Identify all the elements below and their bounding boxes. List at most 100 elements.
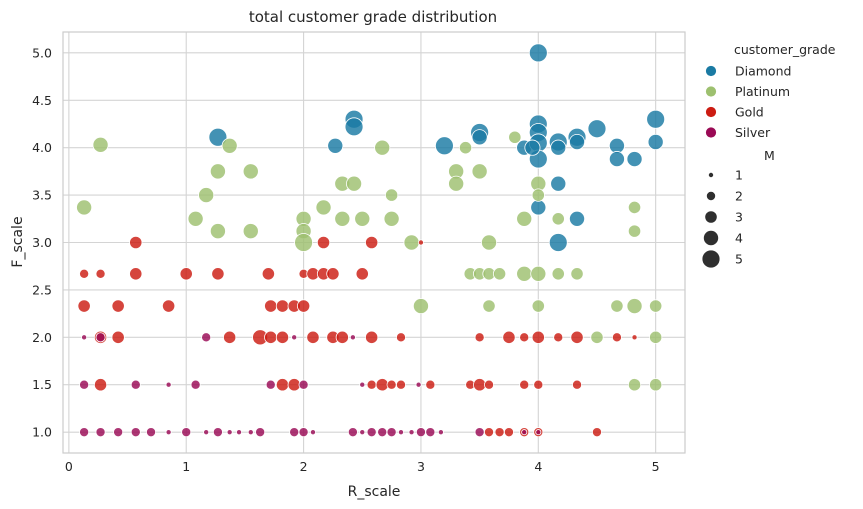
data-point-diamond — [327, 137, 344, 154]
data-point-silver — [203, 429, 210, 436]
legend-size-marker — [706, 190, 717, 201]
data-point-silver — [236, 429, 243, 436]
data-point-gold — [395, 379, 406, 390]
data-point-gold — [264, 299, 278, 313]
legend-label-gold: Gold — [735, 105, 764, 120]
data-point-gold — [129, 267, 143, 281]
data-point-silver — [415, 381, 422, 388]
data-point-gold — [484, 379, 495, 390]
chart-title: total customer grade distribution — [249, 8, 497, 26]
data-point-platinum — [516, 210, 533, 227]
data-point-silver — [247, 429, 254, 436]
data-point-diamond — [569, 133, 586, 150]
data-point-gold — [287, 378, 301, 392]
data-point-platinum — [471, 163, 488, 180]
legend-marker-silver — [705, 126, 717, 139]
plot-area — [62, 31, 686, 454]
legend-marker-platinum — [705, 85, 717, 98]
data-point-gold — [316, 235, 331, 250]
data-point-gold — [275, 378, 290, 392]
data-point-diamond — [435, 136, 454, 156]
legend-size-label: 4 — [735, 231, 743, 246]
data-point-silver — [113, 427, 124, 438]
legend-hue-title: customer_grade — [734, 42, 836, 57]
data-point-silver — [165, 429, 172, 436]
data-point-gold — [386, 379, 397, 390]
legend-marker-gold — [705, 106, 717, 118]
data-point-platinum — [551, 267, 565, 281]
data-point-gold — [179, 267, 193, 281]
data-point-gold — [503, 427, 514, 438]
data-point-silver — [130, 427, 141, 438]
legend: customer_grade Diamond Platinum Gold Silver… — [701, 42, 836, 269]
y-tick-label: 2.0 — [32, 330, 52, 345]
data-point-gold — [519, 332, 530, 343]
data-point-gold — [162, 299, 176, 313]
data-point-platinum — [530, 265, 547, 282]
data-point-silver — [521, 429, 528, 436]
x-axis-title: R_scale — [348, 484, 401, 500]
data-point-silver — [190, 379, 201, 390]
data-point-silver — [79, 379, 90, 390]
data-point-silver — [309, 429, 316, 436]
data-point-diamond — [550, 175, 567, 192]
y-tick-label: 4.5 — [32, 93, 52, 108]
data-point-diamond — [647, 133, 664, 150]
data-point-diamond — [626, 151, 643, 168]
legend-size-label: 5 — [735, 252, 743, 267]
data-point-gold — [366, 379, 377, 390]
data-point-silver — [377, 427, 388, 438]
data-point-gold — [306, 330, 320, 344]
data-point-platinum — [221, 137, 238, 154]
data-point-diamond — [587, 119, 607, 139]
data-point-gold — [519, 379, 530, 390]
data-point-silver — [265, 379, 276, 390]
x-tick-label: 4 — [534, 459, 542, 474]
data-point-platinum — [492, 267, 507, 281]
legend-label-diamond: Diamond — [735, 64, 791, 79]
data-point-platinum — [315, 199, 332, 216]
data-point-gold — [264, 330, 278, 344]
data-point-silver — [349, 334, 356, 341]
data-point-platinum — [627, 378, 642, 392]
data-point-gold — [355, 267, 369, 281]
data-point-gold — [261, 267, 275, 281]
data-point-platinum — [209, 223, 226, 240]
data-point-platinum — [531, 299, 545, 313]
data-point-platinum — [626, 298, 643, 315]
y-axis-title: F_scale — [10, 216, 26, 267]
data-point-silver — [95, 332, 106, 343]
data-point-gold — [77, 299, 91, 313]
data-point-gold — [365, 330, 379, 344]
data-point-silver — [408, 429, 415, 436]
data-point-platinum — [458, 141, 473, 155]
legend-label-platinum: Platinum — [735, 84, 790, 99]
data-point-gold — [111, 299, 125, 313]
data-point-platinum — [383, 210, 400, 227]
data-point-gold — [531, 330, 545, 344]
data-point-platinum — [198, 187, 215, 204]
data-point-gold — [365, 235, 379, 250]
data-point-gold — [93, 378, 108, 392]
y-tick-label: 3.5 — [32, 188, 52, 203]
y-tick-label: 4.0 — [32, 140, 52, 155]
x-tick-label: 2 — [300, 459, 308, 474]
data-points — [76, 43, 666, 438]
y-tick-label: 1.0 — [32, 425, 52, 440]
y-tick-label: 5.0 — [32, 45, 52, 60]
data-point-silver — [165, 381, 172, 388]
x-tick-labels: 0 1 2 3 4 5 — [65, 459, 660, 474]
legend-size-marker — [704, 210, 718, 224]
data-point-platinum — [76, 199, 93, 216]
data-point-gold — [570, 330, 584, 344]
data-point-gold — [326, 267, 340, 281]
data-point-diamond — [208, 127, 228, 147]
data-point-gold — [95, 268, 106, 279]
data-point-gold — [533, 379, 544, 390]
x-tick-label: 1 — [182, 459, 190, 474]
data-point-platinum — [516, 265, 533, 282]
data-point-platinum — [92, 136, 109, 153]
data-point-gold — [275, 299, 290, 313]
legend-hue-entries: Diamond Platinum Gold Silver — [705, 64, 791, 140]
